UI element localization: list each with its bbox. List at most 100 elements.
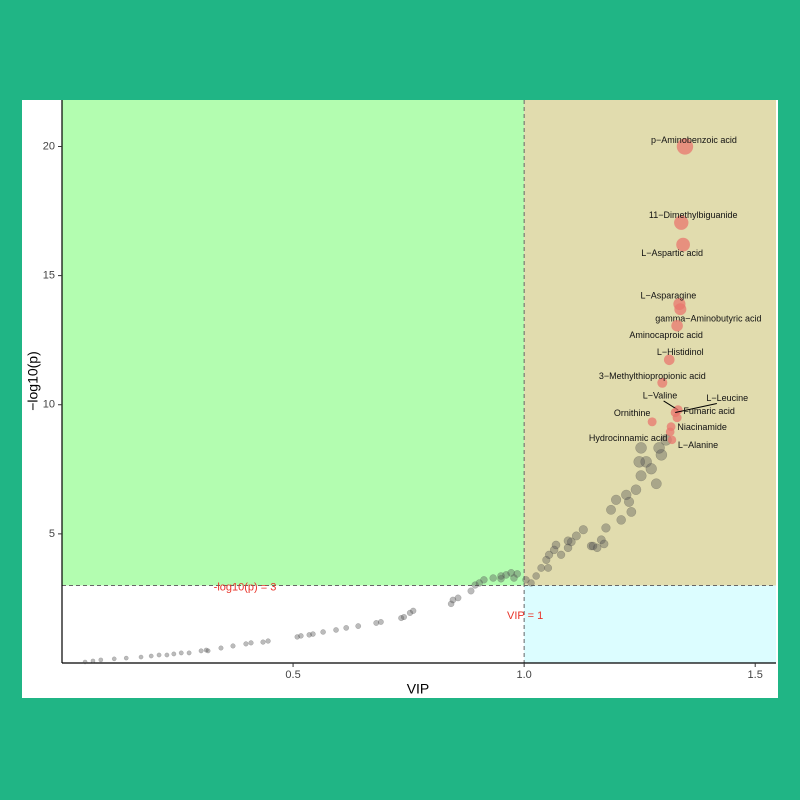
point [510,574,518,582]
point [640,456,652,468]
point [674,303,687,316]
point-label: Niacinamide [677,422,727,432]
point [633,456,645,468]
point [542,555,551,565]
point-label: gamma−Aminobutyric acid [655,314,761,324]
point [596,535,606,545]
point [621,489,632,501]
point [563,543,573,553]
y-tick-label: 10 [43,399,55,411]
region [524,100,776,586]
point [123,655,129,661]
point [549,545,559,555]
point [333,627,339,633]
point-label: 11−Dimethylbiguanide [649,210,738,220]
point-label: Hydrocinnamic acid [589,433,668,443]
point [294,634,300,640]
point [667,435,677,445]
y-axis-title: −log10(p) [25,351,41,411]
region [62,100,525,586]
point [522,576,530,584]
point [502,571,510,579]
region [62,585,525,663]
x-tick-label: 1.5 [748,669,763,681]
point [138,654,144,660]
point [471,581,479,589]
point [454,594,462,602]
x-axis-title: VIP [407,681,430,697]
point [635,470,647,482]
point [497,572,505,580]
point [655,449,668,461]
point [616,515,626,525]
point [532,572,540,580]
point [599,539,609,549]
point [626,507,637,517]
x-tick-label: 1.0 [516,669,531,681]
point-label: L−Asparagine [641,290,697,300]
point [566,537,576,547]
point [320,629,326,635]
point-label: L−Leucine [706,393,748,403]
point [449,596,457,604]
point-label: L−Histidinol [657,347,704,357]
y-tick-label: 15 [43,270,55,282]
point [606,504,616,515]
point [467,587,475,595]
point [205,648,211,654]
point [398,615,405,622]
point-label: Fumaric acid [683,406,735,416]
point [248,640,254,646]
point [653,442,665,454]
point [544,564,553,572]
point [164,652,170,658]
point-label: L−Aspartic acid [641,248,703,258]
label-connector [675,403,717,413]
point [111,656,117,662]
point [148,653,154,659]
point [611,494,622,505]
point-label: p−Aminobenzoic acid [651,135,737,145]
y-tick-label: 5 [49,528,55,540]
point [537,564,546,572]
point [265,638,271,644]
point [343,625,350,631]
point [373,620,380,626]
point-label: L−Alanine [678,440,718,450]
point [230,643,236,649]
point [489,574,497,582]
point [551,540,561,550]
point-label: Aminocaproic acid [629,330,703,340]
point [156,652,162,658]
point [298,633,304,639]
point [623,496,635,507]
point [635,442,647,454]
point [671,319,683,332]
point [410,607,417,614]
point [406,609,414,617]
point-label: L−Valine [643,390,678,400]
point [672,413,682,423]
point [306,632,312,638]
point-label: 3−Methylthiopropionic acid [599,371,706,381]
x-tick-label: 0.5 [285,669,300,681]
point [665,427,675,437]
point [98,657,104,663]
point [480,576,488,584]
point [601,523,611,533]
point [82,659,88,665]
point [400,613,408,621]
point [355,623,362,629]
point [650,478,662,490]
point [377,618,384,625]
point [527,579,535,587]
point [513,570,522,578]
point [178,650,184,656]
point [171,651,177,657]
point [186,650,192,656]
y-tick-label: 20 [43,140,55,152]
point [676,138,694,155]
point [507,569,516,577]
